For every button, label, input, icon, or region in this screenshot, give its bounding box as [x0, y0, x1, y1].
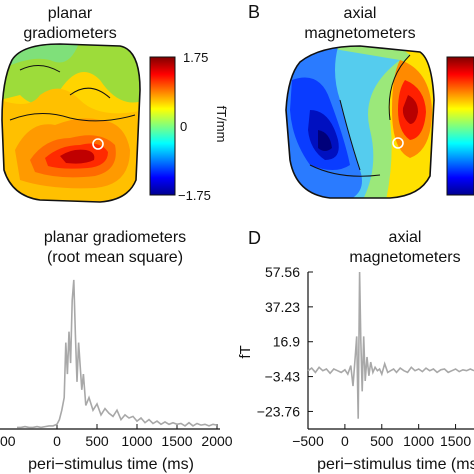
chart-c-xlabel: peri−stimulus time (ms): [28, 456, 194, 473]
chart-c-series-line: [17, 279, 218, 429]
panel-c-title-line1: planar gradiometers: [44, 229, 186, 246]
chart-d-xtick-label: 1500: [440, 433, 471, 449]
chart-d-xtick-label: 1000: [403, 433, 434, 449]
colorbar-b-partial: [446, 56, 474, 196]
chart-c-xtick-label: 500: [85, 433, 109, 449]
chart-d-ytick-label: 16.9: [273, 334, 300, 350]
colorbar-mid-label: 0: [180, 119, 187, 134]
chart-d-series-line: [307, 271, 474, 419]
chart-d-xtick-label: 0: [341, 433, 349, 449]
panel-b-title-line2: magnetometers: [304, 25, 415, 42]
panel-a-title-line2: gradiometers: [23, 25, 116, 42]
chart-d-ytick-label: 37.23: [265, 299, 300, 315]
chart-d-xlabel: peri−stimulus time (ms): [317, 456, 474, 473]
chart-d-ytick-label: −3.43: [265, 369, 301, 385]
chart-d-ytick-label: −23.76: [257, 403, 300, 419]
panel-d-title-line1: axial: [389, 229, 422, 246]
panel-b-title-line1: axial: [344, 5, 377, 22]
colorbar: 1.75 0 −1.75 fT/mm: [149, 50, 229, 203]
chart-d-ylabel: fT: [237, 345, 254, 358]
colorbar-max-label: 1.75: [183, 50, 208, 65]
panel-c-title-line2: (root mean square): [47, 249, 183, 266]
panel-d-title-line2: magnetometers: [349, 249, 460, 266]
chart-d-ytick-label: 57.56: [265, 264, 300, 280]
sensor-marker-b: [392, 137, 404, 149]
panel-d-letter: D: [248, 228, 261, 248]
chart-d: −500 0 500 1000 1500 57.56 37.23 16.9 −3.43 −23.7…: [237, 264, 474, 473]
colorbar-unit-label: fT/mm: [214, 106, 229, 143]
chart-d-xtick-label: −500: [292, 433, 324, 449]
colorbar-min-label: −1.75: [178, 188, 211, 203]
chart-c-xtick-label: 1000: [121, 433, 152, 449]
chart-c-first-tick-partial: 00: [0, 433, 16, 449]
chart-c: 0 500 1000 1500 2000 00 peri−stimulus time (…: [0, 279, 233, 473]
panel-b-letter: B: [248, 2, 260, 22]
chart-c-xtick-label: 0: [53, 433, 61, 449]
panel-a-title-line1: planar: [48, 5, 93, 22]
chart-d-xtick-label: 500: [370, 433, 394, 449]
axial-magnetometer-topomap: [285, 45, 435, 199]
planar-gradiometer-topomap: [1, 43, 141, 203]
sensor-marker-a: [92, 138, 104, 150]
chart-c-xtick-label: 1500: [161, 433, 192, 449]
chart-c-xtick-label: 2000: [201, 433, 232, 449]
